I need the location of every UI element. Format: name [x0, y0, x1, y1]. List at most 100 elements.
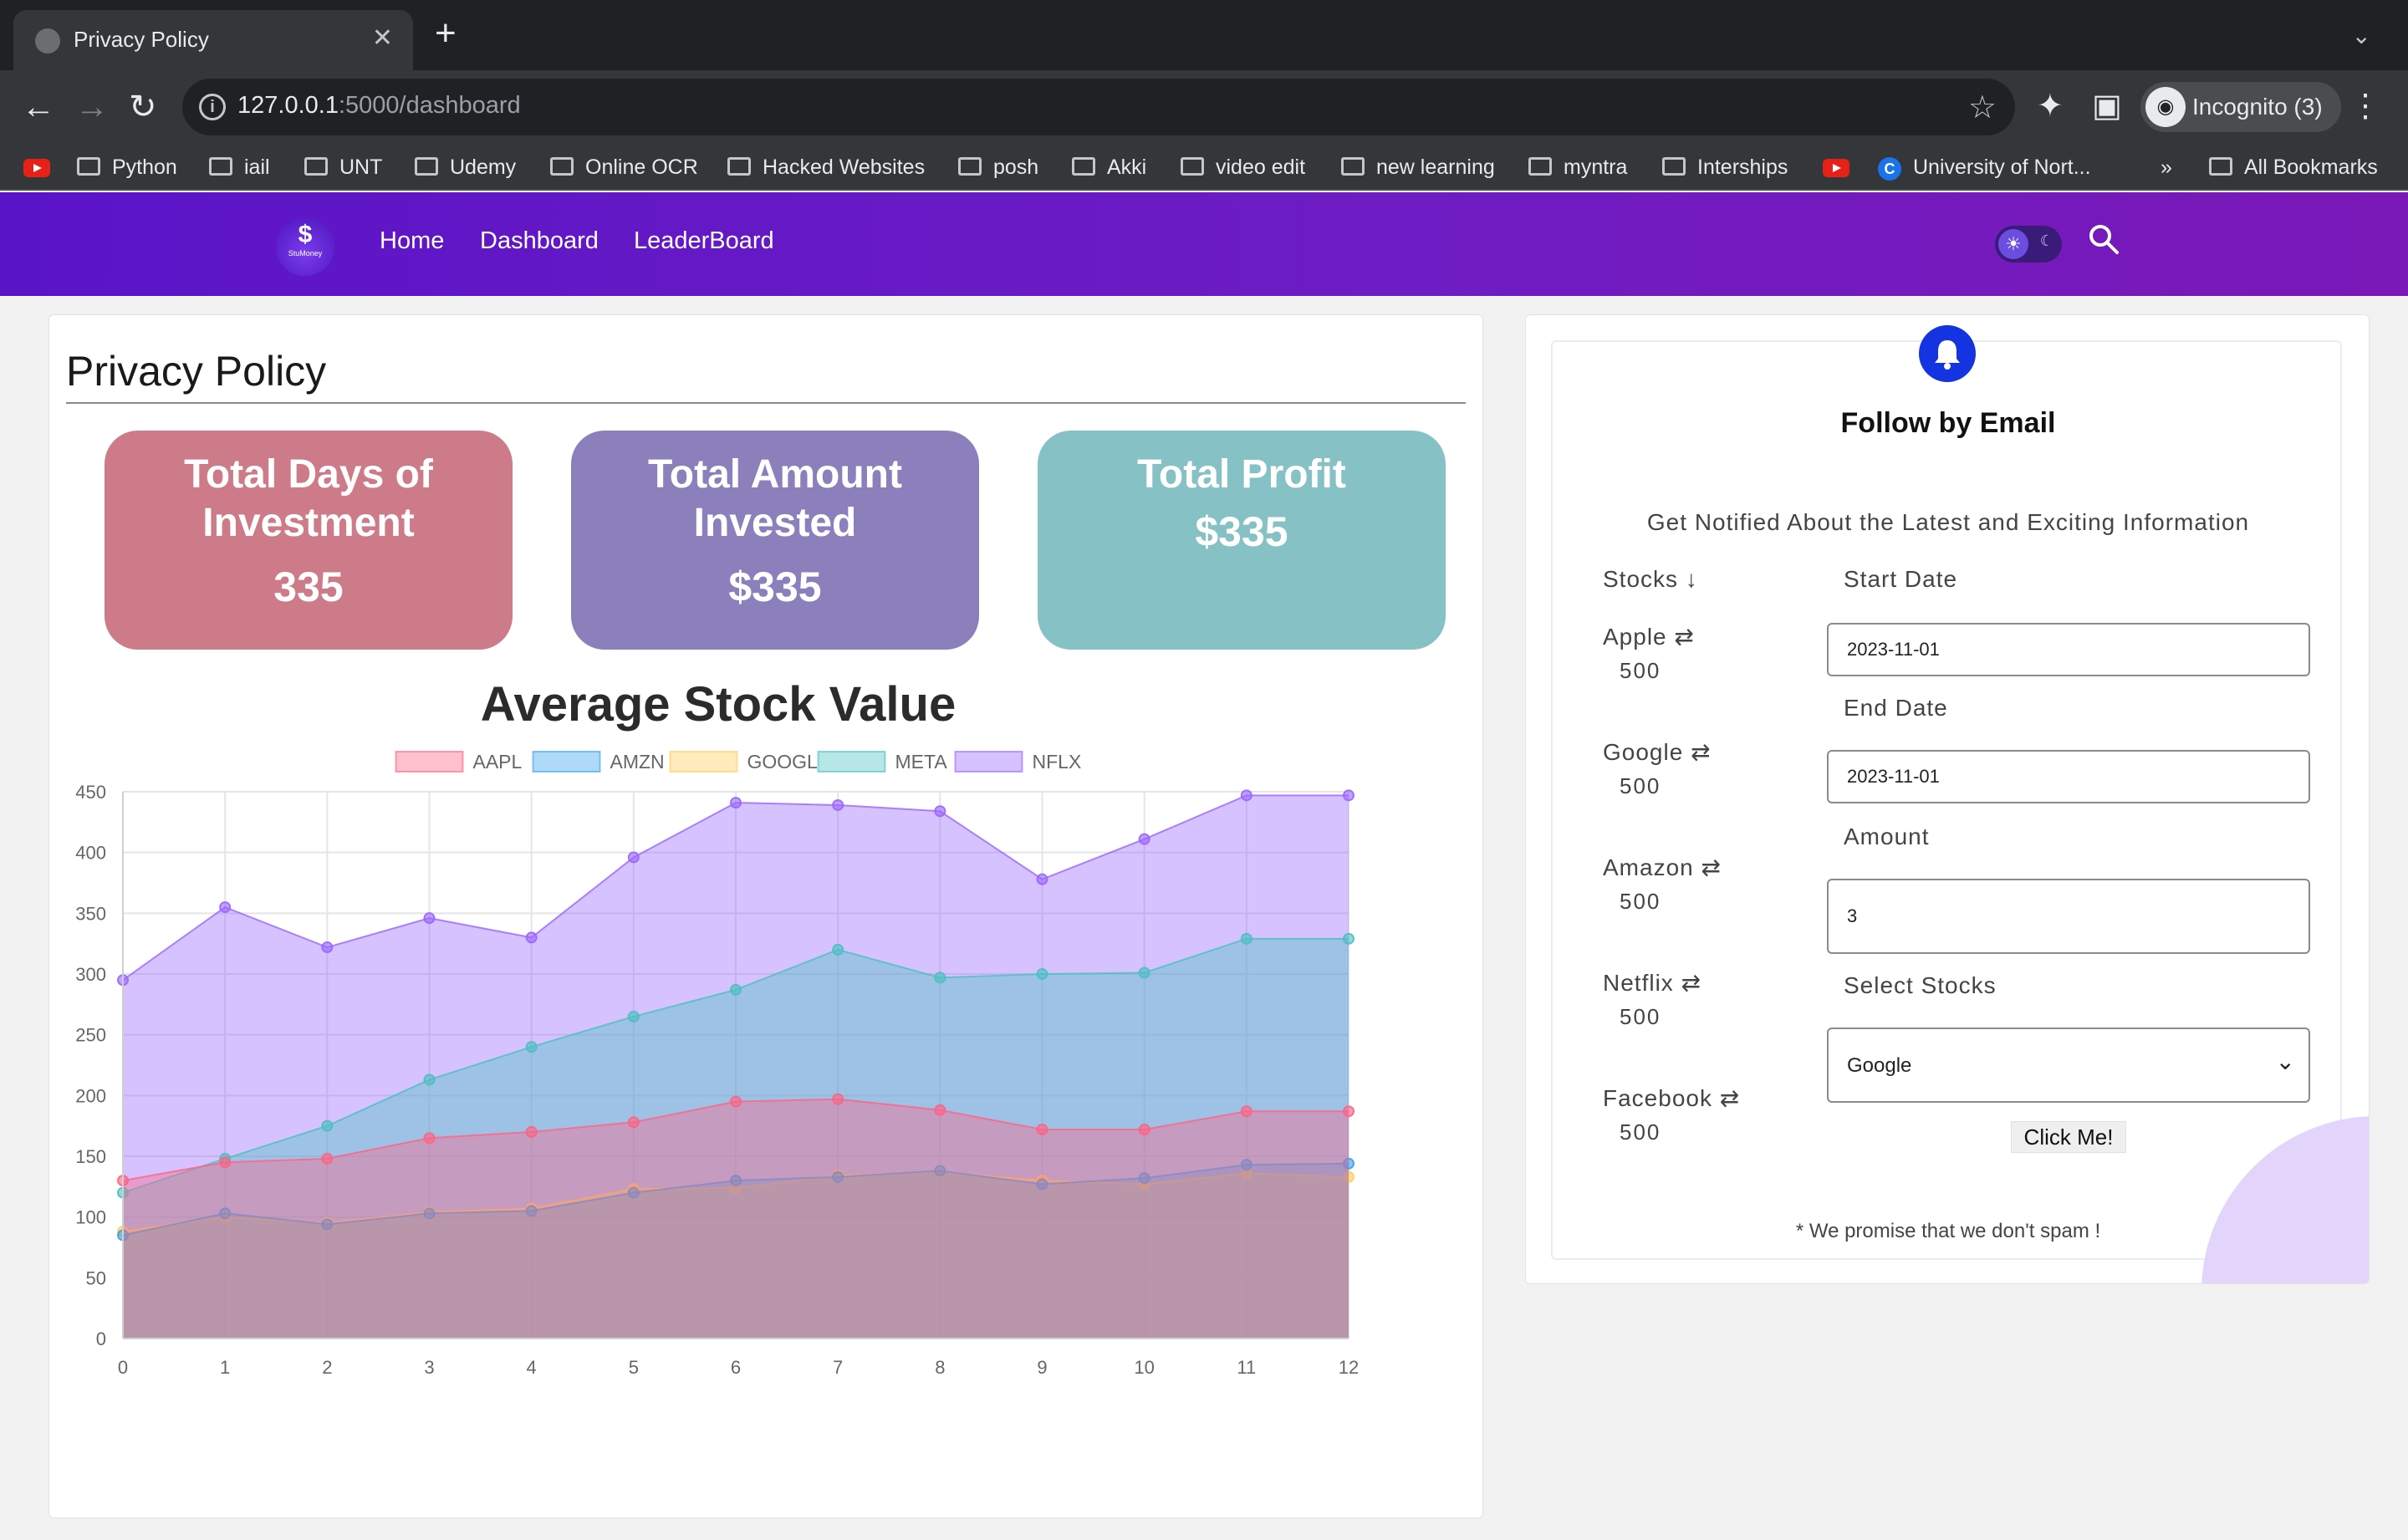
- forward-icon[interactable]: →: [75, 89, 109, 125]
- new-tab-icon[interactable]: +: [435, 13, 457, 54]
- browser-toolbar: ← → ↻ i 127.0.0.1:5000/dashboard ☆ ✦ ▣ ◉…: [0, 70, 2408, 144]
- bookmark-folder[interactable]: posh: [958, 152, 1038, 182]
- all-bookmarks[interactable]: All Bookmarks: [2209, 152, 2378, 182]
- point-aapl: [934, 1104, 946, 1116]
- follow-card: Follow by Email Get Notified About the L…: [1525, 314, 2370, 1284]
- end-date-label: End Date: [1844, 695, 1948, 721]
- folder-icon: [2209, 157, 2232, 176]
- stocks-header[interactable]: Stocks ↓: [1603, 566, 1698, 592]
- point-nflx: [219, 901, 232, 914]
- end-date-input[interactable]: [1827, 750, 2310, 803]
- app-logo[interactable]: $ StuMoney: [276, 217, 334, 276]
- youtube-icon[interactable]: [1823, 159, 1849, 177]
- bookmark-folder[interactable]: Online OCR: [550, 152, 698, 182]
- start-date-input[interactable]: [1827, 623, 2310, 676]
- bookmark-star-icon[interactable]: ☆: [1967, 90, 1997, 125]
- point-meta: [1343, 932, 1354, 945]
- folder-icon: [550, 157, 574, 176]
- nav-leaderboard[interactable]: LeaderBoard: [634, 227, 774, 254]
- point-meta: [832, 943, 844, 956]
- stock-select[interactable]: Google ⌄: [1827, 1028, 2310, 1103]
- point-amzn: [321, 1218, 334, 1231]
- point-amzn: [730, 1175, 742, 1187]
- nav-dashboard[interactable]: Dashboard: [480, 227, 599, 254]
- stock-value: 500: [1620, 1004, 1661, 1029]
- stat-total-days: Total Days of Investment 335: [105, 431, 513, 650]
- bookmark-link[interactable]: C University of Nort...: [1878, 152, 2091, 182]
- point-meta: [934, 971, 946, 984]
- url-text[interactable]: 127.0.0.1:5000/dashboard: [237, 92, 521, 119]
- select-stocks-label: Select Stocks: [1844, 972, 1997, 998]
- stock-name[interactable]: Apple ⇄: [1603, 624, 1695, 650]
- close-tab-icon[interactable]: ✕: [371, 24, 393, 52]
- x-tick-label: 0: [118, 1357, 128, 1378]
- theme-toggle[interactable]: ☀ ☾: [1995, 226, 2062, 263]
- bookmark-folder[interactable]: Hacked Websites: [727, 152, 925, 182]
- bookmark-folder[interactable]: video edit: [1181, 152, 1305, 182]
- point-aapl: [1343, 1105, 1354, 1118]
- search-icon[interactable]: [2087, 222, 2120, 256]
- start-date-label: Start Date: [1844, 566, 1958, 592]
- y-tick-label: 200: [75, 1085, 106, 1106]
- stock-name[interactable]: Amazon ⇄: [1603, 854, 1722, 880]
- bookmark-folder[interactable]: iail: [209, 152, 270, 182]
- title-divider: [66, 402, 1466, 404]
- incognito-icon: ◉: [2145, 87, 2186, 127]
- point-nflx: [423, 912, 436, 925]
- stock-name[interactable]: Netflix ⇄: [1603, 970, 1702, 996]
- point-amzn: [832, 1170, 844, 1183]
- x-tick-label: 5: [629, 1357, 639, 1378]
- bookmark-folder[interactable]: new learning: [1341, 152, 1495, 182]
- chart-container: 0 50 100 150 200 250 300 350 400 450 0 1 2 3 4 5 6 7 8 9 10 1…: [49, 733, 1484, 1536]
- stock-name[interactable]: Google ⇄: [1603, 739, 1712, 765]
- folder-icon: [958, 157, 982, 176]
- folder-icon: [1072, 157, 1095, 176]
- bookmarks-bar: Python iail UNT Udemy Online OCR Hacked …: [0, 144, 2408, 191]
- area-nflx: [123, 795, 1349, 1339]
- point-meta: [1036, 968, 1048, 980]
- address-bar[interactable]: i 127.0.0.1:5000/dashboard ☆: [182, 79, 2015, 135]
- amount-label: Amount: [1844, 824, 1930, 849]
- reload-icon[interactable]: ↻: [129, 89, 157, 125]
- point-aapl: [1240, 1105, 1252, 1118]
- x-tick-label: 6: [731, 1357, 741, 1378]
- legend-label: NFLX: [1033, 751, 1082, 773]
- point-nflx: [1138, 833, 1150, 845]
- point-meta: [525, 1041, 538, 1053]
- sun-icon: ☀: [1998, 229, 2028, 259]
- tab-title: Privacy Policy: [74, 27, 209, 52]
- extensions-icon[interactable]: ✦: [2037, 89, 2064, 124]
- tab-search-chevron-icon[interactable]: ⌄: [2351, 23, 2371, 48]
- point-amzn: [423, 1207, 436, 1220]
- stock-name[interactable]: Facebook ⇄: [1603, 1085, 1741, 1111]
- bell-icon: [1919, 325, 1976, 382]
- browser-tab[interactable]: Privacy Policy ✕: [13, 10, 413, 70]
- y-tick-label: 300: [75, 964, 106, 985]
- bookmark-folder[interactable]: Interships: [1662, 152, 1788, 182]
- x-tick-label: 2: [322, 1357, 332, 1378]
- point-amzn: [627, 1186, 640, 1199]
- click-me-button[interactable]: Click Me!: [2011, 1121, 2126, 1153]
- bookmarks-overflow[interactable]: »: [2161, 156, 2172, 179]
- point-aapl: [525, 1125, 538, 1138]
- side-panel-icon[interactable]: ▣: [2092, 89, 2122, 124]
- back-icon[interactable]: ←: [22, 89, 55, 125]
- area-aapl: [123, 1099, 1349, 1339]
- nav-home[interactable]: Home: [380, 227, 445, 254]
- bookmark-folder[interactable]: Udemy: [415, 152, 516, 182]
- folder-icon: [1341, 157, 1365, 176]
- point-nflx: [1036, 873, 1048, 885]
- bookmark-folder[interactable]: Akki: [1072, 152, 1146, 182]
- site-info-icon[interactable]: i: [199, 94, 226, 120]
- youtube-icon[interactable]: [23, 159, 50, 177]
- amount-input[interactable]: [1827, 879, 2310, 954]
- browser-menu-icon[interactable]: ⋮: [2349, 89, 2381, 124]
- folder-icon: [77, 157, 100, 176]
- bookmark-folder[interactable]: UNT: [304, 152, 382, 182]
- bookmark-folder[interactable]: myntra: [1528, 152, 1627, 182]
- bookmark-folder[interactable]: Python: [77, 152, 177, 182]
- legend-swatch: [669, 751, 738, 773]
- incognito-profile-button[interactable]: ◉ Incognito (3): [2140, 82, 2341, 132]
- folder-icon: [1181, 157, 1204, 176]
